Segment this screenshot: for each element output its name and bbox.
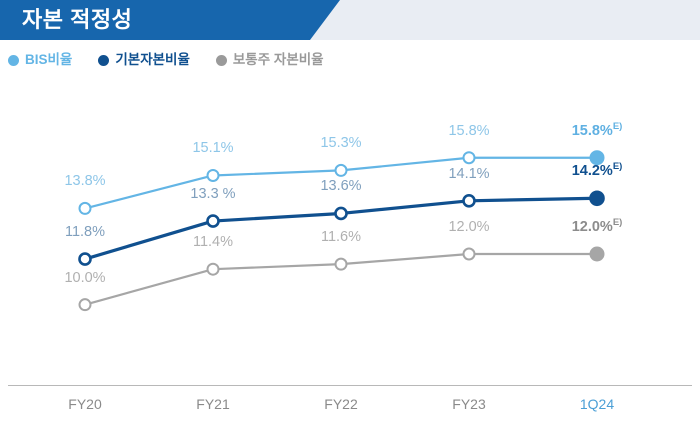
data-label-s0-0: 13.8% <box>64 173 106 190</box>
legend-item-2[interactable]: 보통주 자본비율 <box>215 52 324 68</box>
legend-item-1[interactable]: 기본자본비율 <box>98 53 190 67</box>
legend-label-1: 기본자본비율 <box>115 52 190 68</box>
page-title: 자본 적정성 <box>22 7 133 32</box>
data-point-s0-2[interactable] <box>334 163 348 177</box>
legend-dot-tier1-icon <box>98 54 110 66</box>
x-axis-tick-FY23: FY23 <box>452 396 486 412</box>
data-point-s1-2[interactable] <box>334 206 348 221</box>
data-point-s0-0[interactable] <box>78 201 92 215</box>
legend-dot-cet1-icon <box>215 54 227 66</box>
data-label-s2-2: 11.6% <box>320 229 362 246</box>
legend-dot-bis-icon <box>8 54 19 66</box>
data-point-s0-3[interactable] <box>462 151 476 165</box>
data-point-s2-4[interactable] <box>589 246 605 262</box>
data-label-s1-4: 14.2%E) <box>571 161 623 180</box>
header-band: 자본 적정성 <box>0 0 700 40</box>
estimate-marker: E) <box>612 161 623 173</box>
x-axis-tick-FY20: FY20 <box>68 396 102 412</box>
data-point-s0-4[interactable] <box>589 150 605 166</box>
data-label-s0-3: 15.8% <box>448 122 490 139</box>
data-label-s0-1: 15.1% <box>192 140 234 157</box>
x-axis-labels: FY20 FY21 FY22 FY23 1Q24 <box>0 396 700 422</box>
legend-label-2: 보통주 자본비율 <box>232 52 324 68</box>
data-point-s2-1[interactable] <box>206 262 220 276</box>
data-point-s1-0[interactable] <box>78 252 92 266</box>
chart-lines-svg <box>78 150 605 312</box>
data-point-s2-3[interactable] <box>462 247 476 261</box>
data-label-s2-3: 12.0% <box>448 219 490 235</box>
data-label-s2-4: 12.0%E) <box>571 217 623 235</box>
data-label-s1-2: 13.6% <box>320 178 362 195</box>
data-point-s1-3[interactable] <box>462 194 476 208</box>
chart-plot-area: 13.8% 15.1% 15.3% 15.8% 15.8%E) 11.8% 13.3 % 13… <box>0 80 700 380</box>
legend-label-0: BIS비율 <box>25 52 73 68</box>
data-label-s1-0: 11.8% <box>64 224 106 241</box>
data-point-s0-1[interactable] <box>206 168 220 182</box>
x-axis-tick-1Q24: 1Q24 <box>579 396 615 412</box>
estimate-marker: E) <box>612 217 623 229</box>
data-point-s1-1[interactable] <box>206 214 220 228</box>
data-label-s2-0: 10.0% <box>64 269 106 286</box>
chart-legend: BIS비율 기본자본비율 보통주 자본비율 <box>8 49 324 71</box>
data-point-s1-4[interactable] <box>589 190 605 207</box>
data-point-s2-0[interactable] <box>78 298 92 312</box>
x-axis-tick-FY21: FY21 <box>196 396 230 412</box>
data-label-s2-1: 11.4% <box>192 234 234 251</box>
data-point-s2-2[interactable] <box>334 257 348 271</box>
legend-item-0[interactable]: BIS비율 <box>8 53 72 67</box>
data-label-s1-1: 13.3 % <box>190 186 236 203</box>
estimate-marker: E) <box>612 120 623 132</box>
x-axis-line <box>8 385 692 386</box>
data-label-s0-4: 15.8%E) <box>571 120 623 139</box>
data-label-s1-3: 14.1% <box>448 165 490 182</box>
data-label-s0-2: 15.3% <box>320 135 362 152</box>
header-blue-band <box>0 0 340 40</box>
x-axis-tick-FY22: FY22 <box>324 396 358 412</box>
